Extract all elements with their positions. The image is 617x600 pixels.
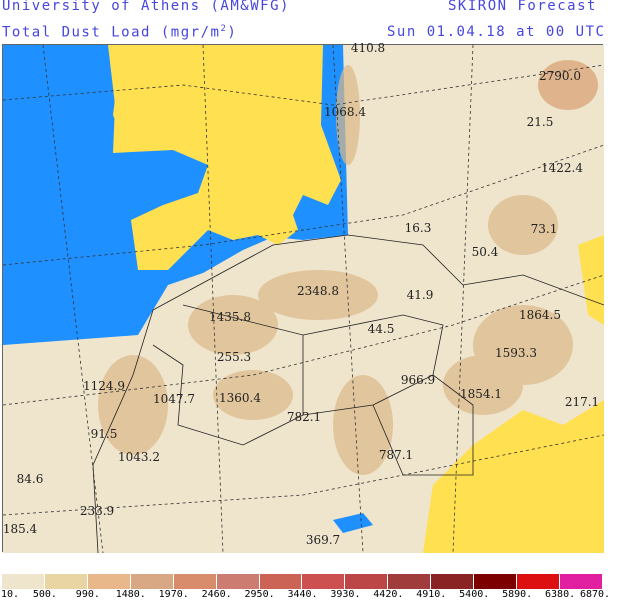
legend-tick-label: 5890. [502,589,533,600]
map-value-label: 255.3 [216,350,252,364]
legend-tick-label: 4420. [373,589,404,600]
map-value-label: 782.1 [286,410,322,424]
legend-swatch [302,574,346,589]
map-value-label: 1068.4 [324,105,366,119]
europe-low-dust [108,45,341,270]
field-title-end: ) [227,24,238,41]
legend-tick-label: 500. [32,589,57,600]
red-sea-water [333,513,373,533]
map-value-label: 217.1 [564,395,600,409]
legend-tick-label: 1480. [115,589,146,600]
legend-swatch [345,574,389,589]
legend-tick-label: 4910. [416,589,447,600]
product-label: SKIRON Forecast [448,0,597,14]
color-legend [2,574,603,589]
map-value-label: 185.4 [2,522,38,536]
legend-tick-label: 5400. [459,589,490,600]
legend-tick-label: 990. [75,589,100,600]
legend-swatch [517,574,560,589]
field-title-text: Total Dust Load (mgr/m [2,24,221,41]
dust-map [2,44,605,554]
legend-swatch [259,574,303,589]
unit-exponent: 2 [220,24,228,34]
map-value-label: 369.7 [305,533,341,547]
map-value-label: 73.1 [530,222,558,236]
valid-time: Sun 01.04.18 at 00 UTC [387,24,606,40]
map-value-label: 84.6 [16,472,44,486]
map-value-label: 966.9 [400,373,436,387]
map-value-label: 1422.4 [541,161,583,175]
map-value-label: 16.3 [404,221,432,235]
legend-tick-label: 2950. [244,589,275,600]
legend-swatch [216,574,260,589]
legend-tick-label: 2460. [201,589,232,600]
map-value-label: 44.5 [367,322,395,336]
legend-tick-label: 3930. [330,589,361,600]
map-value-label: 41.9 [406,288,434,302]
legend-swatch [87,574,131,589]
institution-label: University of Athens (AM&WFG) [2,0,290,14]
map-value-label: 1360.4 [219,391,261,405]
map-value-label: 787.1 [378,448,414,462]
southeast-low-dust [423,400,604,553]
borders [92,234,605,554]
uk-low-dust [113,65,153,140]
legend-swatch [2,574,45,589]
map-value-label: 2348.8 [297,284,339,298]
legend-swatch [130,574,174,589]
legend-swatch [388,574,432,589]
legend-swatch [559,574,603,589]
map-value-label: 410.8 [350,41,386,55]
map-canvas [2,44,605,554]
map-value-label: 233.9 [79,504,115,518]
legend-tick-label: 3440. [287,589,318,600]
map-value-label: 1864.5 [519,308,561,322]
legend-swatch [474,574,518,589]
map-value-label: 91.5 [90,427,118,441]
map-value-label: 21.5 [526,115,554,129]
map-value-label: 2790.0 [539,69,581,83]
map-value-label: 1047.7 [153,392,195,406]
legend-swatch [431,574,475,589]
legend-swatch [173,574,217,589]
map-value-label: 1124.9 [83,379,125,393]
legend-tick-label: 1970. [158,589,189,600]
legend-tick-label: 6380. [545,589,576,600]
legend-swatch [44,574,88,589]
map-value-label: 1593.3 [495,346,537,360]
map-value-label: 1043.2 [118,450,160,464]
field-title: Total Dust Load (mgr/m2) [2,24,237,41]
legend-tick-label: 6870. [579,589,611,600]
legend-tick-label: 10. [0,589,20,600]
legend-ticks: 10. 500. 990. 1480. 1970. 2460. 2950. 3440. 3930… [0,589,617,600]
map-value-label: 50.4 [471,245,499,259]
map-value-label: 1854.1 [460,387,502,401]
map-value-label: 1435.8 [209,310,251,324]
